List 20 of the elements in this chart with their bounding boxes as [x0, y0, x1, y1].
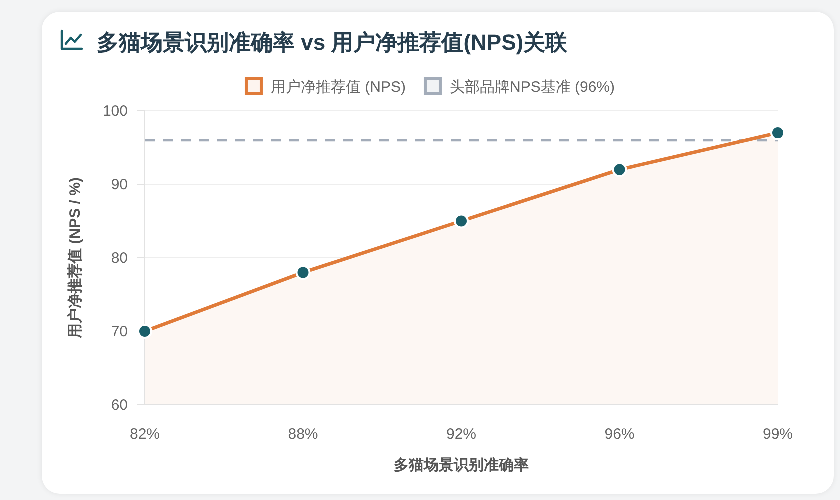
point [612, 162, 628, 178]
y-tick-label: 90 [111, 176, 128, 194]
y-tick-label: 100 [102, 103, 128, 120]
x-axis-title: 多猫场景识别准确率 [394, 456, 529, 474]
x-tick-label: 82% [130, 426, 160, 443]
x-tick-label: 99% [762, 426, 794, 443]
legend-label: 头部品牌NPS基准 (96%) [450, 79, 616, 96]
chart-title: 多猫场景识别准确率 vs 用户净推荐值(NPS)关联 [97, 30, 569, 55]
point [138, 324, 152, 339]
x-tick-label: 88% [288, 426, 318, 443]
y-axis-title: 用户净推荐值 (NPS / %) [66, 178, 84, 340]
legend-label: 用户净推荐值 (NPS) [270, 79, 406, 96]
point [454, 214, 469, 229]
point [770, 126, 786, 141]
x-tick-label: 92% [446, 426, 477, 443]
y-tick-label: 60 [111, 397, 128, 414]
x-tick-label: 96% [604, 426, 635, 443]
y-tick-label: 80 [111, 250, 128, 267]
y-tick-label: 70 [111, 324, 128, 340]
point [296, 265, 311, 280]
